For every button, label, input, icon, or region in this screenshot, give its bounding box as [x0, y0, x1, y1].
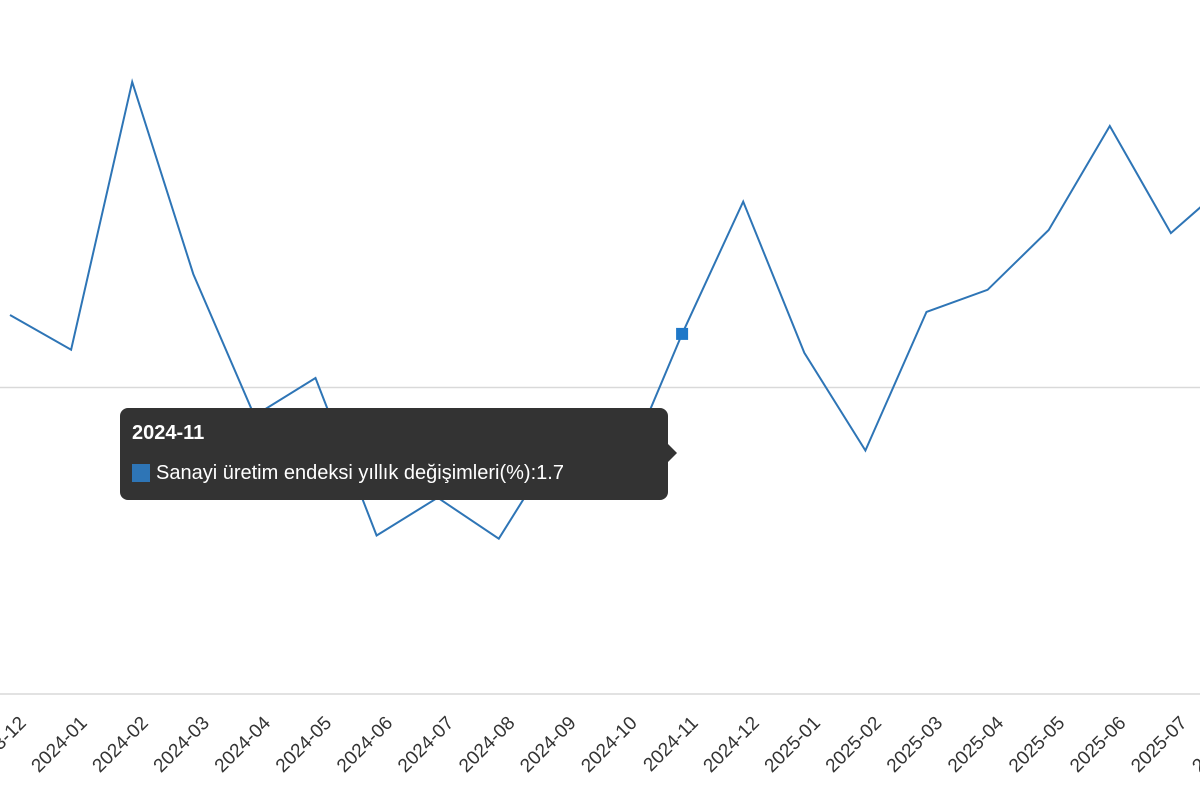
- x-tick-label: 2024-07: [394, 713, 458, 777]
- x-tick-label: 2024-03: [150, 713, 214, 777]
- tooltip-value: 1.7: [536, 462, 564, 484]
- data-point-2025-01[interactable]: [801, 350, 807, 356]
- data-point-2025-05[interactable]: [1046, 227, 1052, 233]
- x-tick-label: 2025-01: [761, 713, 825, 777]
- x-tick-label: 2025-03: [883, 713, 947, 777]
- data-point-2025-03[interactable]: [924, 309, 930, 315]
- data-point-2025-04[interactable]: [985, 287, 991, 293]
- x-tick-label: 2025-07: [1127, 713, 1191, 777]
- x-tick-label: 2024-04: [211, 712, 275, 776]
- data-point-2025-02[interactable]: [862, 447, 868, 453]
- data-point-2024-12[interactable]: [740, 199, 746, 205]
- data-point-2023-12[interactable]: [7, 312, 13, 318]
- x-tick-label: 2024-11: [640, 713, 703, 776]
- highlighted-point[interactable]: [676, 327, 689, 340]
- x-tick-label: 2024-09: [516, 713, 580, 777]
- x-tick-label: 2024-08: [455, 713, 519, 777]
- data-point-2024-06[interactable]: [374, 533, 380, 539]
- data-point-2024-02[interactable]: [129, 79, 135, 85]
- tooltip-title: 2024-11: [132, 422, 205, 444]
- tooltip-separator: :: [530, 462, 537, 484]
- data-point-2025-07[interactable]: [1168, 230, 1174, 236]
- x-tick-label: 2024-02: [89, 713, 153, 777]
- x-tick-label: 2024-05: [272, 713, 336, 777]
- tooltip: 2024-11 Sanayi üretim endeksi yıllık değ…: [120, 408, 668, 500]
- tooltip-series-label: Sanayi üretim endeksi yıllık değişimleri…: [156, 462, 531, 484]
- x-tick-label: 2025-08: [1188, 713, 1200, 777]
- data-point-2024-01[interactable]: [68, 347, 74, 353]
- data-point-2024-05[interactable]: [313, 375, 319, 381]
- tooltip-arrow: [668, 444, 677, 462]
- x-tick-label: 2024-01: [28, 713, 92, 777]
- x-tick-label: 2023-12: [0, 713, 31, 777]
- tooltip-row: Sanayi üretim endeksi yıllık değişimleri…: [132, 460, 656, 486]
- x-tick-label: 2025-04: [944, 712, 1008, 776]
- x-tick-label: 2025-02: [822, 713, 886, 777]
- x-tick-label: 2024-12: [700, 713, 764, 777]
- series-color-swatch: [132, 464, 150, 482]
- x-tick-label: 2025-05: [1005, 713, 1069, 777]
- data-point-2025-06[interactable]: [1107, 123, 1113, 129]
- x-axis-ticks: 2023-122024-012024-022024-032024-042024-…: [0, 712, 1200, 776]
- data-point-2024-08[interactable]: [496, 536, 502, 542]
- data-point-2024-03[interactable]: [190, 271, 196, 277]
- x-tick-label: 2024-10: [577, 713, 641, 777]
- x-tick-label: 2024-06: [333, 713, 397, 777]
- x-tick-label: 2025-06: [1066, 713, 1130, 777]
